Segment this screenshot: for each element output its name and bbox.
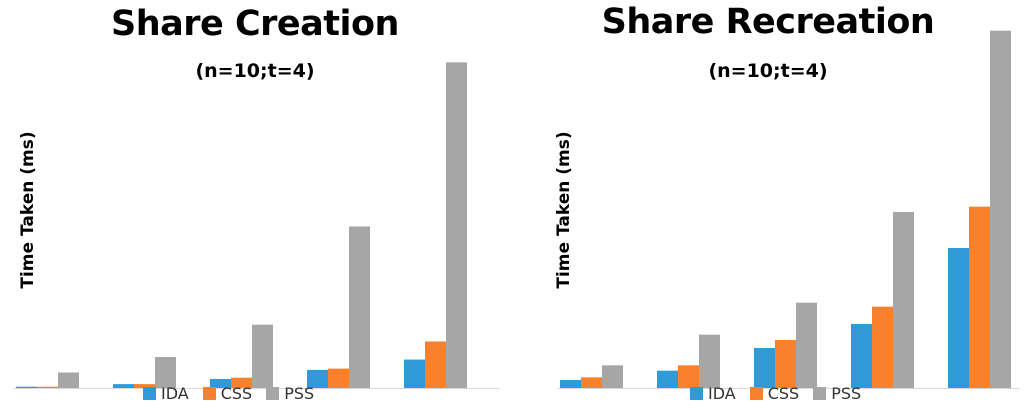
bar-css-1 xyxy=(37,386,58,388)
bar-pss-3 xyxy=(796,302,817,388)
legend-item-css: CSS xyxy=(749,384,800,403)
legend-label: IDA xyxy=(708,384,736,403)
legend-label: CSS xyxy=(220,384,253,403)
bar-pss-2 xyxy=(155,356,176,388)
bar-ida-5 xyxy=(948,248,969,388)
legend-label: CSS xyxy=(767,384,800,403)
bar-css-4 xyxy=(872,306,893,388)
legend-label: IDA xyxy=(161,384,189,403)
bar-pss-3 xyxy=(252,324,273,388)
bar-ida-4 xyxy=(307,369,328,388)
bar-ida-3 xyxy=(210,378,231,388)
chart-panel-share-recreation: Share Recreation (n=10;t=4) Time Taken (… xyxy=(512,0,1024,410)
bar-pss-2 xyxy=(699,334,720,388)
bar-pss-4 xyxy=(893,212,914,388)
bar-ida-2 xyxy=(113,384,134,388)
bar-pss-1 xyxy=(58,372,79,388)
bar-ida-3 xyxy=(754,348,775,388)
legend-item-ida: IDA xyxy=(143,384,189,403)
legend-swatch-css xyxy=(202,387,216,400)
bar-pss-1 xyxy=(602,365,623,388)
bar-css-3 xyxy=(231,377,252,388)
legend: IDA CSS PSS xyxy=(143,384,328,403)
legend-swatch-ida xyxy=(690,387,703,400)
bar-pss-4 xyxy=(349,226,370,388)
legend-item-pss: PSS xyxy=(813,384,861,403)
chart-title: Share Creation xyxy=(111,4,399,44)
bar-css-5 xyxy=(969,206,990,388)
legend-swatch-pss xyxy=(266,387,280,400)
bar-css-4 xyxy=(328,368,349,388)
bar-plot xyxy=(558,30,1020,389)
bar-css-3 xyxy=(775,340,796,388)
bar-ida-4 xyxy=(851,324,872,388)
legend-swatch-pss xyxy=(813,387,827,400)
legend-label: PSS xyxy=(831,384,862,403)
legend-swatch-css xyxy=(749,387,763,400)
legend-item-pss: PSS xyxy=(266,384,314,403)
bar-ida-5 xyxy=(404,359,425,388)
chart-panel-share-creation: Share Creation (n=10;t=4) Time Taken (ms… xyxy=(0,0,510,410)
bar-css-1 xyxy=(581,377,602,388)
chart-subtitle: (n=10;t=4) xyxy=(708,60,828,82)
legend-item-ida: IDA xyxy=(690,384,736,403)
bar-ida-1 xyxy=(560,380,581,388)
chart-title: Share Recreation xyxy=(601,2,935,42)
bar-css-2 xyxy=(678,365,699,388)
bar-ida-1 xyxy=(16,386,37,388)
bar-pss-5 xyxy=(990,30,1011,389)
legend-label: PSS xyxy=(284,384,315,403)
legend: IDA CSS PSS xyxy=(690,384,875,403)
chart-subtitle: (n=10;t=4) xyxy=(195,60,315,82)
bar-ida-2 xyxy=(657,370,678,388)
bar-css-2 xyxy=(134,384,155,388)
bar-pss-5 xyxy=(446,62,467,388)
bar-plot xyxy=(14,62,500,389)
legend-item-css: CSS xyxy=(202,384,253,403)
bar-css-5 xyxy=(425,341,446,388)
legend-swatch-ida xyxy=(143,387,156,400)
